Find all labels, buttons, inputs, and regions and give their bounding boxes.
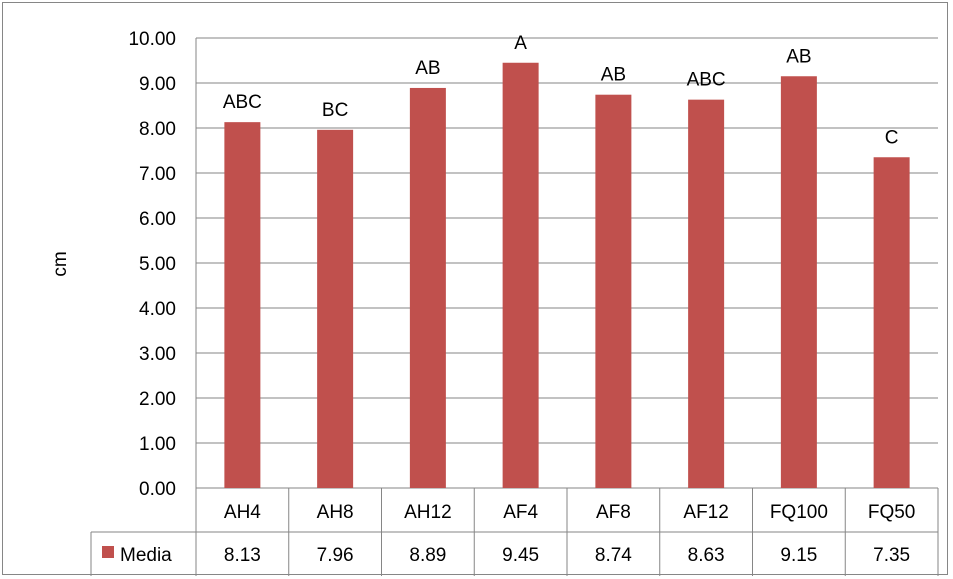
y-tick-label: 5.00 [139,254,176,275]
y-tick-label: 1.00 [139,434,176,455]
y-tick-label: 0.00 [139,479,176,500]
table-value: 8.74 [595,545,632,566]
x-tick-label: AH12 [404,502,452,523]
bar [317,129,354,489]
significance-letter: C [885,127,899,148]
significance-letter: AB [786,46,811,67]
table-value: 9.15 [780,545,817,566]
table-value: 7.35 [873,545,910,566]
significance-letter: A [514,33,527,54]
y-tick-label: 4.00 [139,299,176,320]
bar [502,62,539,488]
significance-letter: AB [601,65,626,86]
x-tick-label: AH8 [317,502,354,523]
x-tick-label: AF8 [596,502,631,523]
x-tick-label: AH4 [224,502,261,523]
y-tick-label: 7.00 [139,164,176,185]
x-tick-label: FQ100 [770,502,828,523]
gridlines [195,37,938,489]
x-tick-label: AF4 [503,502,538,523]
bar [688,99,725,489]
table-value: 8.89 [409,545,446,566]
table-value: 8.63 [688,545,725,566]
x-tick-label: FQ50 [868,502,916,523]
legend-swatch [102,546,114,558]
y-tick-label: 2.00 [139,389,176,410]
table-value: 7.96 [317,545,354,566]
significance-letter: ABC [687,70,726,91]
legend-label: Media [120,545,172,566]
bars [224,62,910,489]
x-tick-label: AF12 [683,502,728,523]
y-tick-label: 6.00 [139,209,176,230]
bar [224,122,261,489]
y-tick-label: 3.00 [139,344,176,365]
bar [873,157,910,488]
y-axis-label: cm [50,251,71,276]
y-tick-label: 9.00 [139,74,176,95]
bar [780,76,817,488]
y-axis-ticks: 0.00 1.00 2.00 3.00 4.00 5.00 6.00 7.00 8.00 9.00… [128,29,176,500]
significance-letter: BC [322,100,348,121]
table-value: 8.13 [224,545,261,566]
data-table: AH4 8.13 AH8 7.96 AH12 8.89 AF4 9.45 AF8 8.74 AF12… [90,488,939,576]
bar [409,87,446,488]
significance-letter: ABC [223,92,262,113]
table-value: 9.45 [502,545,539,566]
bar [595,94,632,488]
y-tick-label: 8.00 [139,119,176,140]
significance-letter: AB [415,58,440,79]
y-tick-label: 10.00 [128,29,176,50]
